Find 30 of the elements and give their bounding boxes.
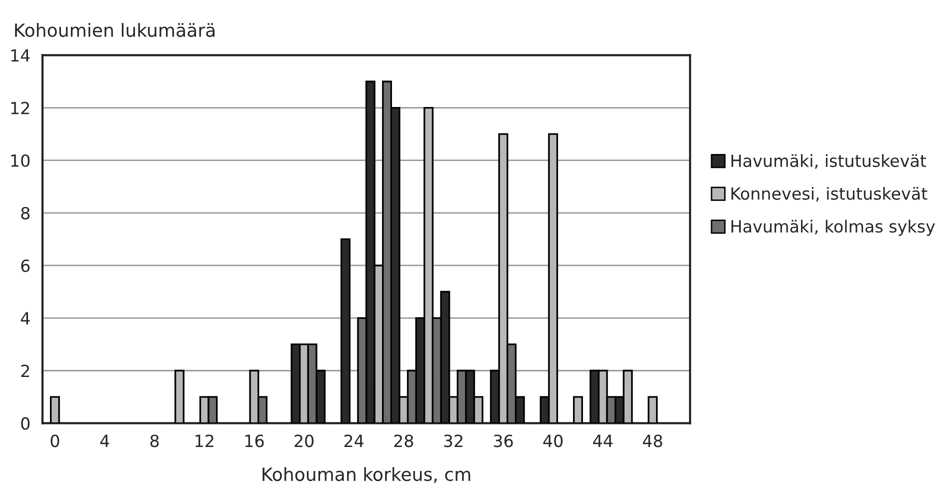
y-tick-label: 14 (11, 49, 30, 62)
y-tick-label: 12 (11, 102, 30, 114)
legend-label: Konnevesi, istutuskevät (732, 186, 928, 202)
x-tick-label: 28 (394, 434, 414, 448)
y-tick-label: 2 (21, 364, 30, 377)
x-tick-label: 0 (50, 434, 60, 448)
bar (50, 396, 60, 424)
x-tick-label: 20 (294, 434, 314, 448)
bar (572, 396, 583, 424)
y-axis-title: Kohoumien lukumäärä (15, 23, 215, 38)
y-tick-label: 0 (21, 417, 30, 430)
bar (174, 370, 184, 424)
x-tick-label: 44 (593, 434, 613, 447)
x-tick-label: 48 (642, 434, 662, 448)
y-tick-label: 8 (21, 206, 30, 220)
y-tick-label: 6 (21, 259, 30, 272)
x-tick-label: 32 (444, 434, 462, 448)
x-tick-label: 40 (543, 434, 563, 448)
x-axis-title: Kohouman korkeus, cm (262, 467, 470, 483)
y-tick-label: 4 (20, 312, 30, 324)
x-tick-label: 24 (344, 434, 364, 447)
x-tick-label: 8 (150, 434, 159, 448)
x-tick-label: 36 (494, 434, 513, 448)
legend-label: Havumäki, kolmas syksy (732, 220, 935, 236)
bar (648, 396, 658, 424)
y-tick-label: 10 (11, 154, 30, 167)
x-tick-label: 4 (100, 434, 110, 447)
x-tick-label: 12 (196, 434, 214, 447)
legend-label: Havumäki, istutuskevät (732, 154, 926, 169)
x-tick-label: 16 (245, 434, 264, 448)
